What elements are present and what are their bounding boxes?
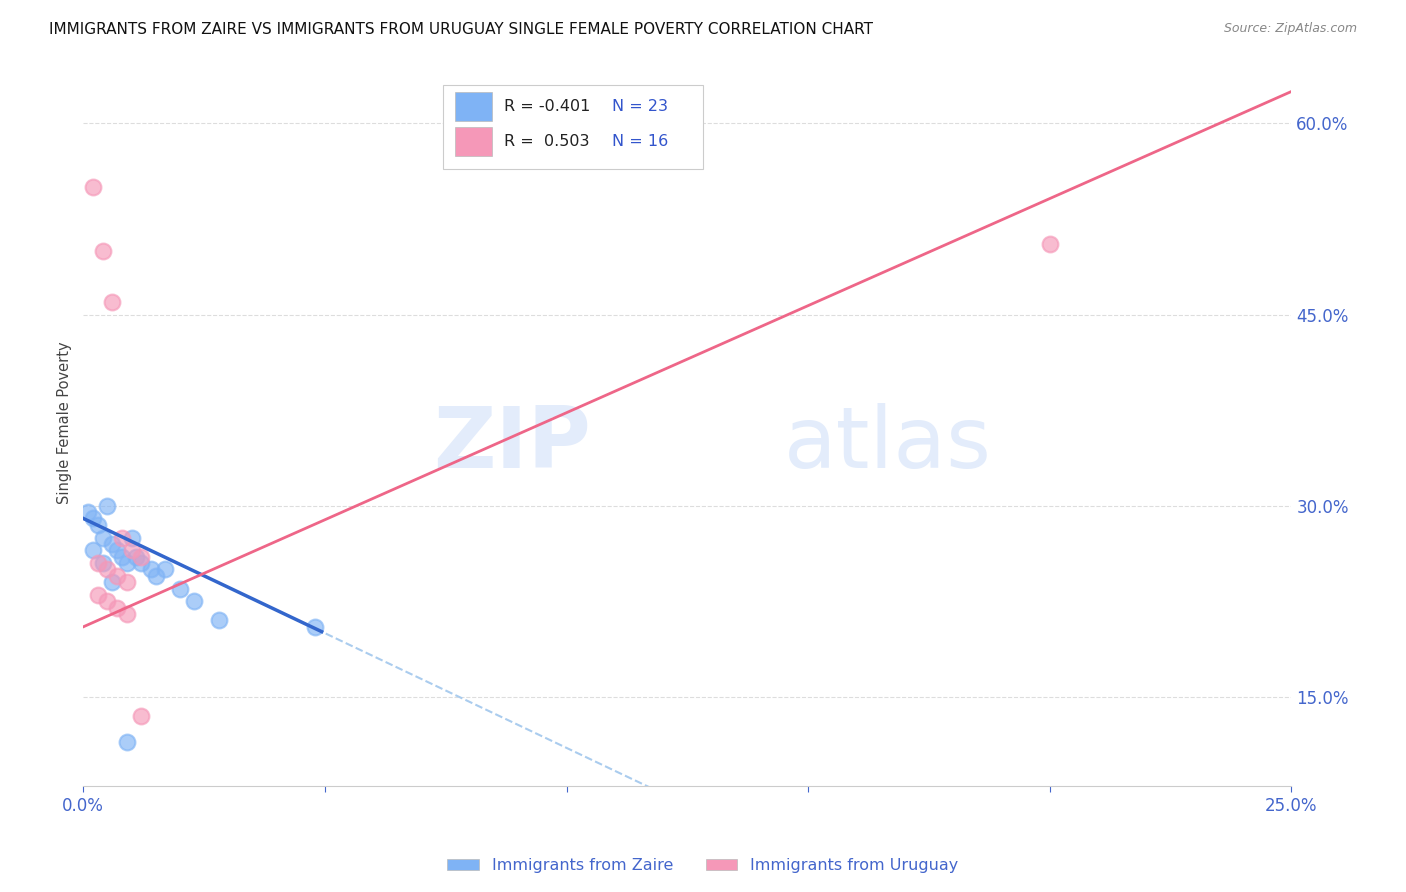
- Point: [304, 620, 326, 634]
- Point: [129, 549, 152, 564]
- Point: [169, 582, 191, 596]
- Point: [82, 511, 104, 525]
- Point: [101, 537, 124, 551]
- Point: [139, 562, 162, 576]
- Point: [91, 531, 114, 545]
- Point: [82, 543, 104, 558]
- Point: [121, 543, 143, 558]
- Point: [91, 556, 114, 570]
- Point: [87, 588, 110, 602]
- Text: atlas: atlas: [785, 403, 993, 486]
- Point: [129, 709, 152, 723]
- Point: [101, 294, 124, 309]
- Point: [129, 556, 152, 570]
- Point: [155, 562, 177, 576]
- Point: [1039, 237, 1062, 252]
- Point: [111, 549, 134, 564]
- Legend: Immigrants from Zaire, Immigrants from Uruguay: Immigrants from Zaire, Immigrants from U…: [441, 852, 965, 880]
- Point: [115, 734, 138, 748]
- Point: [82, 180, 104, 194]
- Point: [145, 569, 167, 583]
- Point: [115, 575, 138, 590]
- Text: R = -0.401: R = -0.401: [503, 99, 600, 114]
- Bar: [456, 92, 492, 121]
- Point: [115, 556, 138, 570]
- Point: [105, 543, 128, 558]
- Text: IMMIGRANTS FROM ZAIRE VS IMMIGRANTS FROM URUGUAY SINGLE FEMALE POVERTY CORRELATI: IMMIGRANTS FROM ZAIRE VS IMMIGRANTS FROM…: [49, 22, 873, 37]
- Point: [115, 607, 138, 621]
- Text: N = 23: N = 23: [613, 99, 668, 114]
- Point: [111, 531, 134, 545]
- Point: [183, 594, 205, 608]
- Point: [96, 562, 118, 576]
- Point: [87, 556, 110, 570]
- Bar: [443, 85, 703, 169]
- Point: [91, 244, 114, 258]
- Point: [96, 499, 118, 513]
- Text: ZIP: ZIP: [433, 403, 591, 486]
- Text: R =  0.503: R = 0.503: [503, 134, 599, 149]
- Point: [96, 594, 118, 608]
- Point: [105, 569, 128, 583]
- Point: [121, 531, 143, 545]
- Point: [125, 549, 148, 564]
- Point: [77, 505, 100, 519]
- Point: [207, 614, 229, 628]
- Point: [87, 517, 110, 532]
- Bar: [456, 128, 492, 156]
- Point: [105, 600, 128, 615]
- Y-axis label: Single Female Poverty: Single Female Poverty: [58, 342, 72, 504]
- Point: [101, 575, 124, 590]
- Text: N = 16: N = 16: [613, 134, 669, 149]
- Text: Source: ZipAtlas.com: Source: ZipAtlas.com: [1223, 22, 1357, 36]
